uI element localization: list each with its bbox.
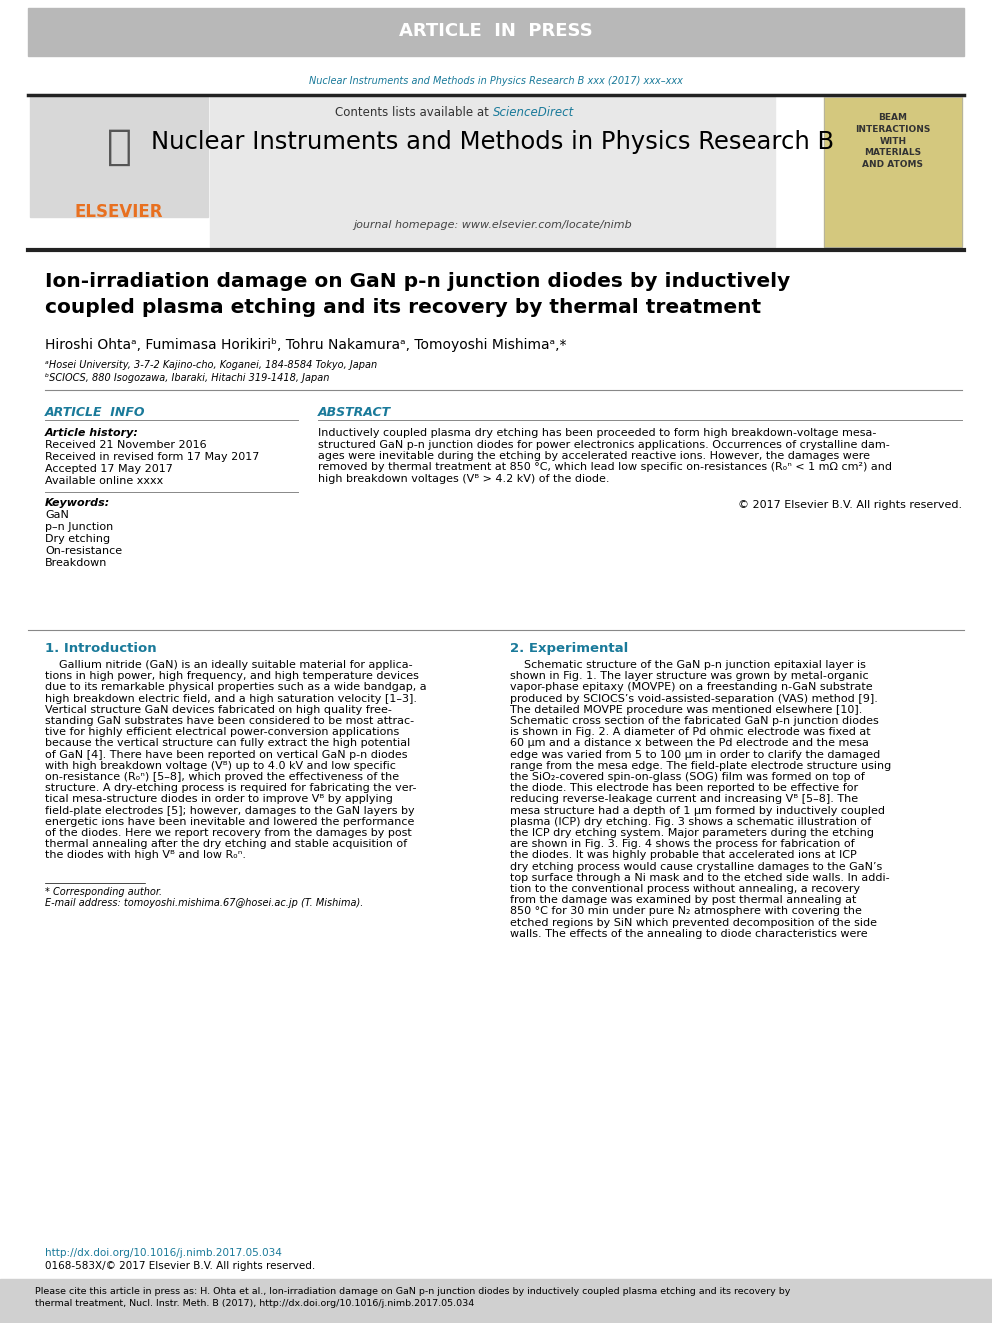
Text: of the diodes. Here we report recovery from the damages by post: of the diodes. Here we report recovery f…: [45, 828, 412, 837]
Text: Hiroshi Ohtaᵃ, Fumimasa Horikiriᵇ, Tohru Nakamuraᵃ, Tomoyoshi Mishimaᵃ,*: Hiroshi Ohtaᵃ, Fumimasa Horikiriᵇ, Tohru…: [45, 337, 566, 352]
Text: 850 °C for 30 min under pure N₂ atmosphere with covering the: 850 °C for 30 min under pure N₂ atmosphe…: [510, 906, 862, 917]
Text: Nuclear Instruments and Methods in Physics Research B: Nuclear Instruments and Methods in Physi…: [151, 130, 834, 153]
Text: thermal treatment, Nucl. Instr. Meth. B (2017), http://dx.doi.org/10.1016/j.nimb: thermal treatment, Nucl. Instr. Meth. B …: [35, 1299, 474, 1308]
Text: BEAM
INTERACTIONS
WITH
MATERIALS
AND ATOMS: BEAM INTERACTIONS WITH MATERIALS AND ATO…: [855, 112, 930, 169]
Text: produced by SCIOCS’s void-assisted-separation (VAS) method [9].: produced by SCIOCS’s void-assisted-separ…: [510, 693, 878, 704]
Text: ARTICLE  INFO: ARTICLE INFO: [45, 406, 146, 419]
Text: Please cite this article in press as: H. Ohta et al., Ion-irradiation damage on : Please cite this article in press as: H.…: [35, 1287, 791, 1297]
Text: Article history:: Article history:: [45, 429, 139, 438]
Text: shown in Fig. 1. The layer structure was grown by metal-organic: shown in Fig. 1. The layer structure was…: [510, 671, 869, 681]
Text: Schematic cross section of the fabricated GaN p-n junction diodes: Schematic cross section of the fabricate…: [510, 716, 879, 726]
Text: * Corresponding author.: * Corresponding author.: [45, 886, 162, 897]
Text: the diodes with high Vᴮ and low Rₒⁿ.: the diodes with high Vᴮ and low Rₒⁿ.: [45, 851, 246, 860]
Text: ages were inevitable during the etching by accelerated reactive ions. However, t: ages were inevitable during the etching …: [318, 451, 870, 460]
Text: thermal annealing after the dry etching and stable acquisition of: thermal annealing after the dry etching …: [45, 839, 407, 849]
Text: Ion-irradiation damage on GaN p-n junction diodes by inductively: Ion-irradiation damage on GaN p-n juncti…: [45, 273, 791, 291]
Text: Available online xxxx: Available online xxxx: [45, 476, 164, 486]
Text: ᵇSCIOCS, 880 Isogozawa, Ibaraki, Hitachi 319-1418, Japan: ᵇSCIOCS, 880 Isogozawa, Ibaraki, Hitachi…: [45, 373, 329, 382]
Text: E-mail address: tomoyoshi.mishima.67@hosei.ac.jp (T. Mishima).: E-mail address: tomoyoshi.mishima.67@hos…: [45, 897, 363, 908]
Text: walls. The effects of the annealing to diode characteristics were: walls. The effects of the annealing to d…: [510, 929, 868, 939]
Text: tive for highly efficient electrical power-conversion applications: tive for highly efficient electrical pow…: [45, 728, 399, 737]
Text: with high breakdown voltage (Vᴮ) up to 4.0 kV and low specific: with high breakdown voltage (Vᴮ) up to 4…: [45, 761, 396, 771]
Bar: [210, 97, 775, 247]
Text: structured GaN p-n junction diodes for power electronics applications. Occurrenc: structured GaN p-n junction diodes for p…: [318, 439, 890, 450]
Text: is shown in Fig. 2. A diameter of Pd ohmic electrode was fixed at: is shown in Fig. 2. A diameter of Pd ohm…: [510, 728, 871, 737]
Text: 🌲: 🌲: [106, 126, 132, 168]
Text: The detailed MOVPE procedure was mentioned elsewhere [10].: The detailed MOVPE procedure was mention…: [510, 705, 862, 714]
Text: tion to the conventional process without annealing, a recovery: tion to the conventional process without…: [510, 884, 860, 894]
Text: Contents lists available at: Contents lists available at: [335, 106, 492, 119]
Text: removed by thermal treatment at 850 °C, which lead low specific on-resistances (: removed by thermal treatment at 850 °C, …: [318, 463, 892, 472]
Text: Schematic structure of the GaN p-n junction epitaxial layer is: Schematic structure of the GaN p-n junct…: [510, 660, 866, 669]
Text: the SiO₂-covered spin-on-glass (SOG) film was formed on top of: the SiO₂-covered spin-on-glass (SOG) fil…: [510, 773, 865, 782]
Text: 2. Experimental: 2. Experimental: [510, 642, 628, 655]
Text: ScienceDirect: ScienceDirect: [492, 106, 573, 119]
Text: p–n Junction: p–n Junction: [45, 523, 113, 532]
Text: high breakdown voltages (Vᴮ > 4.2 kV) of the diode.: high breakdown voltages (Vᴮ > 4.2 kV) of…: [318, 474, 609, 484]
Text: coupled plasma etching and its recovery by thermal treatment: coupled plasma etching and its recovery …: [45, 298, 761, 318]
Text: from the damage was examined by post thermal annealing at: from the damage was examined by post the…: [510, 896, 856, 905]
Text: 0168-583X/© 2017 Elsevier B.V. All rights reserved.: 0168-583X/© 2017 Elsevier B.V. All right…: [45, 1261, 315, 1271]
Text: GaN: GaN: [45, 509, 68, 520]
Text: tions in high power, high frequency, and high temperature devices: tions in high power, high frequency, and…: [45, 671, 419, 681]
Text: Breakdown: Breakdown: [45, 558, 107, 568]
Text: reducing reverse-leakage current and increasing Vᴮ [5–8]. The: reducing reverse-leakage current and inc…: [510, 794, 858, 804]
Text: ᵃHosei University, 3-7-2 Kajino-cho, Koganei, 184-8584 Tokyo, Japan: ᵃHosei University, 3-7-2 Kajino-cho, Kog…: [45, 360, 377, 370]
Text: the diode. This electrode has been reported to be effective for: the diode. This electrode has been repor…: [510, 783, 858, 794]
Text: ARTICLE  IN  PRESS: ARTICLE IN PRESS: [399, 22, 593, 40]
Text: top surface through a Ni mask and to the etched side walls. In addi-: top surface through a Ni mask and to the…: [510, 873, 890, 882]
Text: edge was varied from 5 to 100 μm in order to clarify the damaged: edge was varied from 5 to 100 μm in orde…: [510, 750, 880, 759]
Text: Keywords:: Keywords:: [45, 497, 110, 508]
Bar: [824, 97, 962, 247]
Text: are shown in Fig. 3. Fig. 4 shows the process for fabrication of: are shown in Fig. 3. Fig. 4 shows the pr…: [510, 839, 855, 849]
Text: mesa structure had a depth of 1 μm formed by inductively coupled: mesa structure had a depth of 1 μm forme…: [510, 806, 885, 815]
Bar: [30, 97, 208, 217]
Text: the diodes. It was highly probable that accelerated ions at ICP: the diodes. It was highly probable that …: [510, 851, 857, 860]
Text: Accepted 17 May 2017: Accepted 17 May 2017: [45, 464, 173, 474]
Text: on-resistance (Rₒⁿ) [5–8], which proved the effectiveness of the: on-resistance (Rₒⁿ) [5–8], which proved …: [45, 773, 399, 782]
Text: journal homepage: www.elsevier.com/locate/nimb: journal homepage: www.elsevier.com/locat…: [353, 220, 632, 230]
Bar: [0, 1279, 992, 1323]
Bar: [824, 97, 962, 247]
Text: Received in revised form 17 May 2017: Received in revised form 17 May 2017: [45, 452, 259, 462]
Text: Vertical structure GaN devices fabricated on high quality free-: Vertical structure GaN devices fabricate…: [45, 705, 392, 714]
Text: Inductively coupled plasma dry etching has been proceeded to form high breakdown: Inductively coupled plasma dry etching h…: [318, 429, 876, 438]
Text: Dry etching: Dry etching: [45, 534, 110, 544]
Text: because the vertical structure can fully extract the high potential: because the vertical structure can fully…: [45, 738, 411, 749]
Text: 60 μm and a distance x between the Pd electrode and the mesa: 60 μm and a distance x between the Pd el…: [510, 738, 869, 749]
Text: range from the mesa edge. The field-plate electrode structure using: range from the mesa edge. The field-plat…: [510, 761, 891, 771]
Text: high breakdown electric field, and a high saturation velocity [1–3].: high breakdown electric field, and a hig…: [45, 693, 417, 704]
Text: ELSEVIER: ELSEVIER: [74, 202, 164, 221]
Text: plasma (ICP) dry etching. Fig. 3 shows a schematic illustration of: plasma (ICP) dry etching. Fig. 3 shows a…: [510, 816, 871, 827]
Text: dry etching process would cause crystalline damages to the GaN’s: dry etching process would cause crystall…: [510, 861, 882, 872]
Bar: [28, 8, 964, 56]
Text: etched regions by SiN which prevented decomposition of the side: etched regions by SiN which prevented de…: [510, 918, 877, 927]
Text: Gallium nitride (GaN) is an ideally suitable material for applica-: Gallium nitride (GaN) is an ideally suit…: [45, 660, 413, 669]
Text: structure. A dry-etching process is required for fabricating the ver-: structure. A dry-etching process is requ…: [45, 783, 417, 794]
Text: standing GaN substrates have been considered to be most attrac-: standing GaN substrates have been consid…: [45, 716, 414, 726]
Text: ABSTRACT: ABSTRACT: [318, 406, 391, 419]
Text: the ICP dry etching system. Major parameters during the etching: the ICP dry etching system. Major parame…: [510, 828, 874, 837]
Text: field-plate electrodes [5]; however, damages to the GaN layers by: field-plate electrodes [5]; however, dam…: [45, 806, 415, 815]
Text: of GaN [4]. There have been reported on vertical GaN p-n diodes: of GaN [4]. There have been reported on …: [45, 750, 408, 759]
Text: due to its remarkable physical properties such as a wide bandgap, a: due to its remarkable physical propertie…: [45, 683, 427, 692]
Text: Nuclear Instruments and Methods in Physics Research B xxx (2017) xxx–xxx: Nuclear Instruments and Methods in Physi…: [310, 75, 682, 86]
Text: Received 21 November 2016: Received 21 November 2016: [45, 441, 206, 450]
Text: tical mesa-structure diodes in order to improve Vᴮ by applying: tical mesa-structure diodes in order to …: [45, 794, 393, 804]
Text: http://dx.doi.org/10.1016/j.nimb.2017.05.034: http://dx.doi.org/10.1016/j.nimb.2017.05…: [45, 1248, 282, 1258]
Text: On-resistance: On-resistance: [45, 546, 122, 556]
Bar: [824, 97, 962, 247]
Text: vapor-phase epitaxy (MOVPE) on a freestanding n-GaN substrate: vapor-phase epitaxy (MOVPE) on a freesta…: [510, 683, 873, 692]
Text: energetic ions have been inevitable and lowered the performance: energetic ions have been inevitable and …: [45, 816, 415, 827]
Text: 1. Introduction: 1. Introduction: [45, 642, 157, 655]
Text: © 2017 Elsevier B.V. All rights reserved.: © 2017 Elsevier B.V. All rights reserved…: [738, 500, 962, 509]
